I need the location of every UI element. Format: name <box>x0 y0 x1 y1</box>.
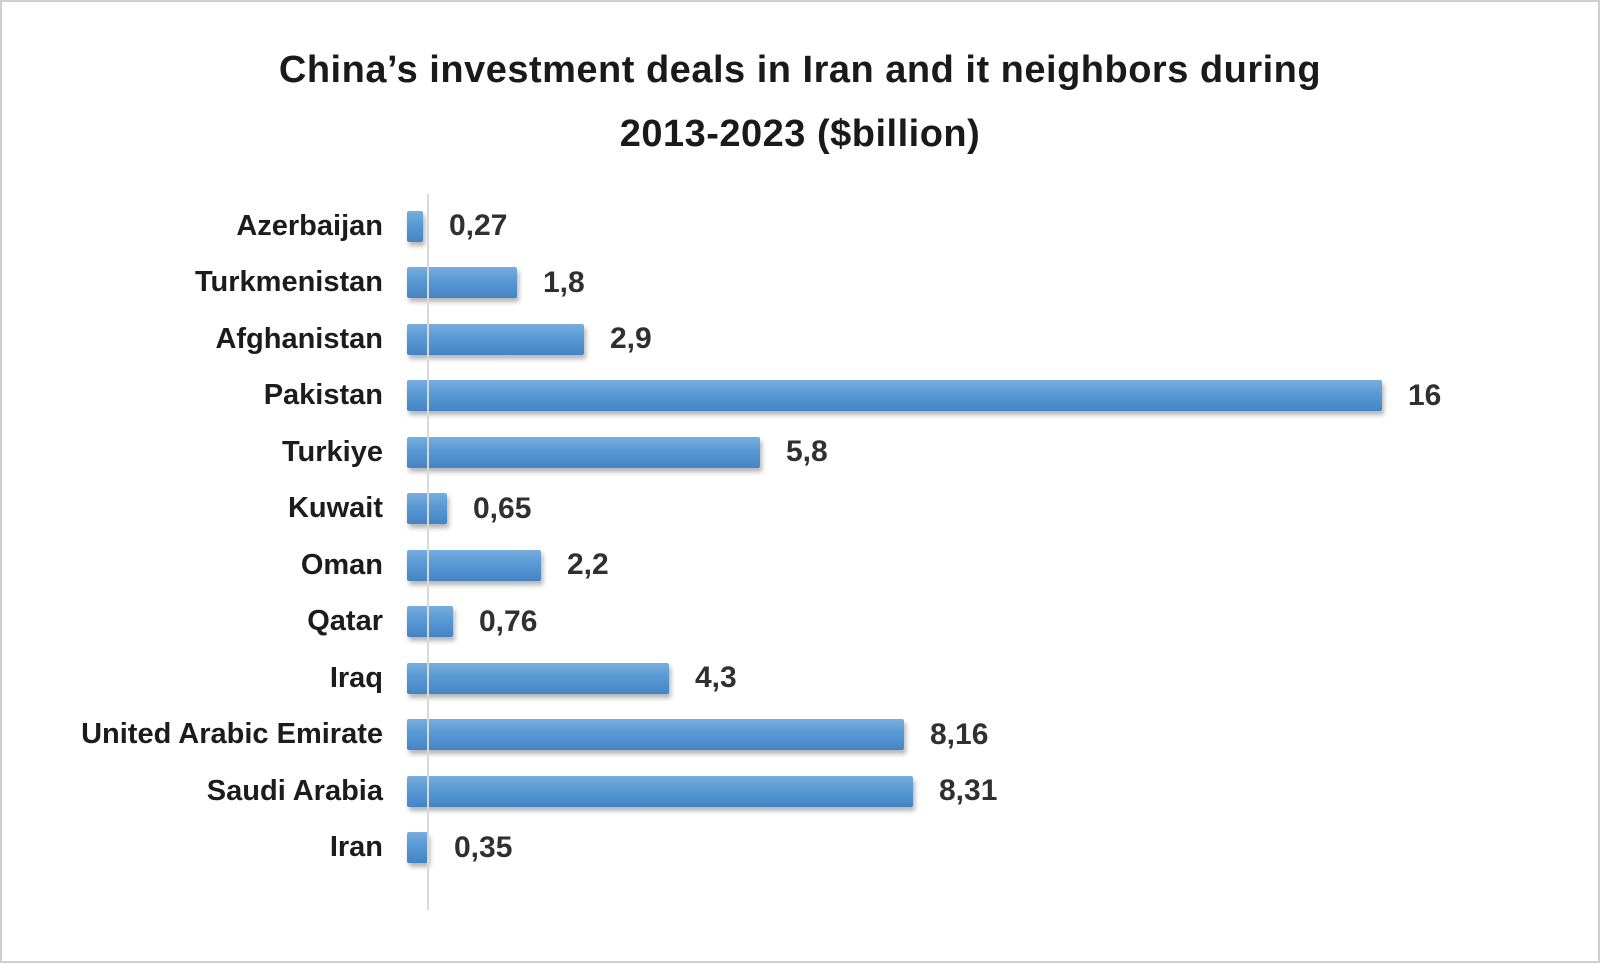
bar <box>407 662 669 694</box>
bar <box>407 606 453 638</box>
bar <box>407 267 517 299</box>
bar-row: Turkiye 5,8 <box>2 424 1598 481</box>
plot-area: Azerbaijan 0,27 Turkmenistan 1,8 Afghani… <box>2 194 1598 910</box>
value-label: 4,3 <box>695 661 737 695</box>
bar-row: Kuwait 0,65 <box>2 481 1598 538</box>
bar-track: 1,8 <box>405 266 1598 300</box>
value-label: 0,35 <box>454 830 513 864</box>
bar-row: Saudi Arabia 8,31 <box>2 763 1598 820</box>
value-label: 2,2 <box>567 548 609 582</box>
bar-track: 8,31 <box>405 774 1598 808</box>
bar-row: Iraq 4,3 <box>2 650 1598 707</box>
bar-row: Pakistan 16 <box>2 368 1598 425</box>
bar-row: Qatar 0,76 <box>2 594 1598 651</box>
bar-track: 16 <box>405 379 1598 413</box>
bar-track: 8,16 <box>405 718 1598 752</box>
chart-title: China’s investment deals in Iran and it … <box>2 38 1598 166</box>
plot-rows: Azerbaijan 0,27 Turkmenistan 1,8 Afghani… <box>2 198 1598 876</box>
category-label: Iraq <box>329 661 383 694</box>
value-label: 2,9 <box>610 322 652 356</box>
bar-row: Iran 0,35 <box>2 820 1598 877</box>
value-label: 5,8 <box>786 435 828 469</box>
value-label: 0,27 <box>449 209 508 243</box>
bar-track: 5,8 <box>405 435 1598 469</box>
chart-title-line-1: China’s investment deals in Iran and it … <box>278 49 1322 91</box>
bar <box>407 775 913 807</box>
category-label: Azerbaijan <box>236 209 383 242</box>
bar <box>407 323 584 355</box>
y-axis-line <box>427 194 429 910</box>
category-label: United Arabic Emirate <box>81 718 383 751</box>
value-label: 0,76 <box>479 604 538 638</box>
category-label: Pakistan <box>263 379 383 412</box>
value-label: 8,16 <box>930 717 989 751</box>
bar <box>407 210 423 242</box>
value-label: 16 <box>1408 378 1442 412</box>
bar <box>407 380 1382 412</box>
bar-row: Azerbaijan 0,27 <box>2 198 1598 255</box>
bar <box>407 436 760 468</box>
category-label: Iran <box>329 831 383 864</box>
bar-row: Afghanistan 2,9 <box>2 311 1598 368</box>
bar <box>407 719 904 751</box>
chart-title-line-2: 2013-2023 ($billion) <box>619 113 981 155</box>
bar-row: Oman 2,2 <box>2 537 1598 594</box>
bar <box>407 549 541 581</box>
bar-track: 0,35 <box>405 831 1598 865</box>
bar-track: 2,9 <box>405 322 1598 356</box>
bar-track: 0,27 <box>405 209 1598 243</box>
bar <box>407 832 428 864</box>
bar-row: United Arabic Emirate 8,16 <box>2 707 1598 764</box>
bar-track: 4,3 <box>405 661 1598 695</box>
bar-track: 0,76 <box>405 605 1598 639</box>
bar-track: 2,2 <box>405 548 1598 582</box>
category-label: Afghanistan <box>215 322 383 355</box>
category-label: Qatar <box>307 605 383 638</box>
bar-track: 0,65 <box>405 492 1598 526</box>
category-label: Oman <box>300 548 383 581</box>
category-label: Turkiye <box>281 435 383 468</box>
value-label: 8,31 <box>939 774 998 808</box>
category-label: Kuwait <box>287 492 383 525</box>
category-label: Saudi Arabia <box>206 774 383 807</box>
value-label: 1,8 <box>543 265 585 299</box>
value-label: 0,65 <box>473 491 532 525</box>
category-label: Turkmenistan <box>194 266 383 299</box>
bar-row: Turkmenistan 1,8 <box>2 255 1598 312</box>
